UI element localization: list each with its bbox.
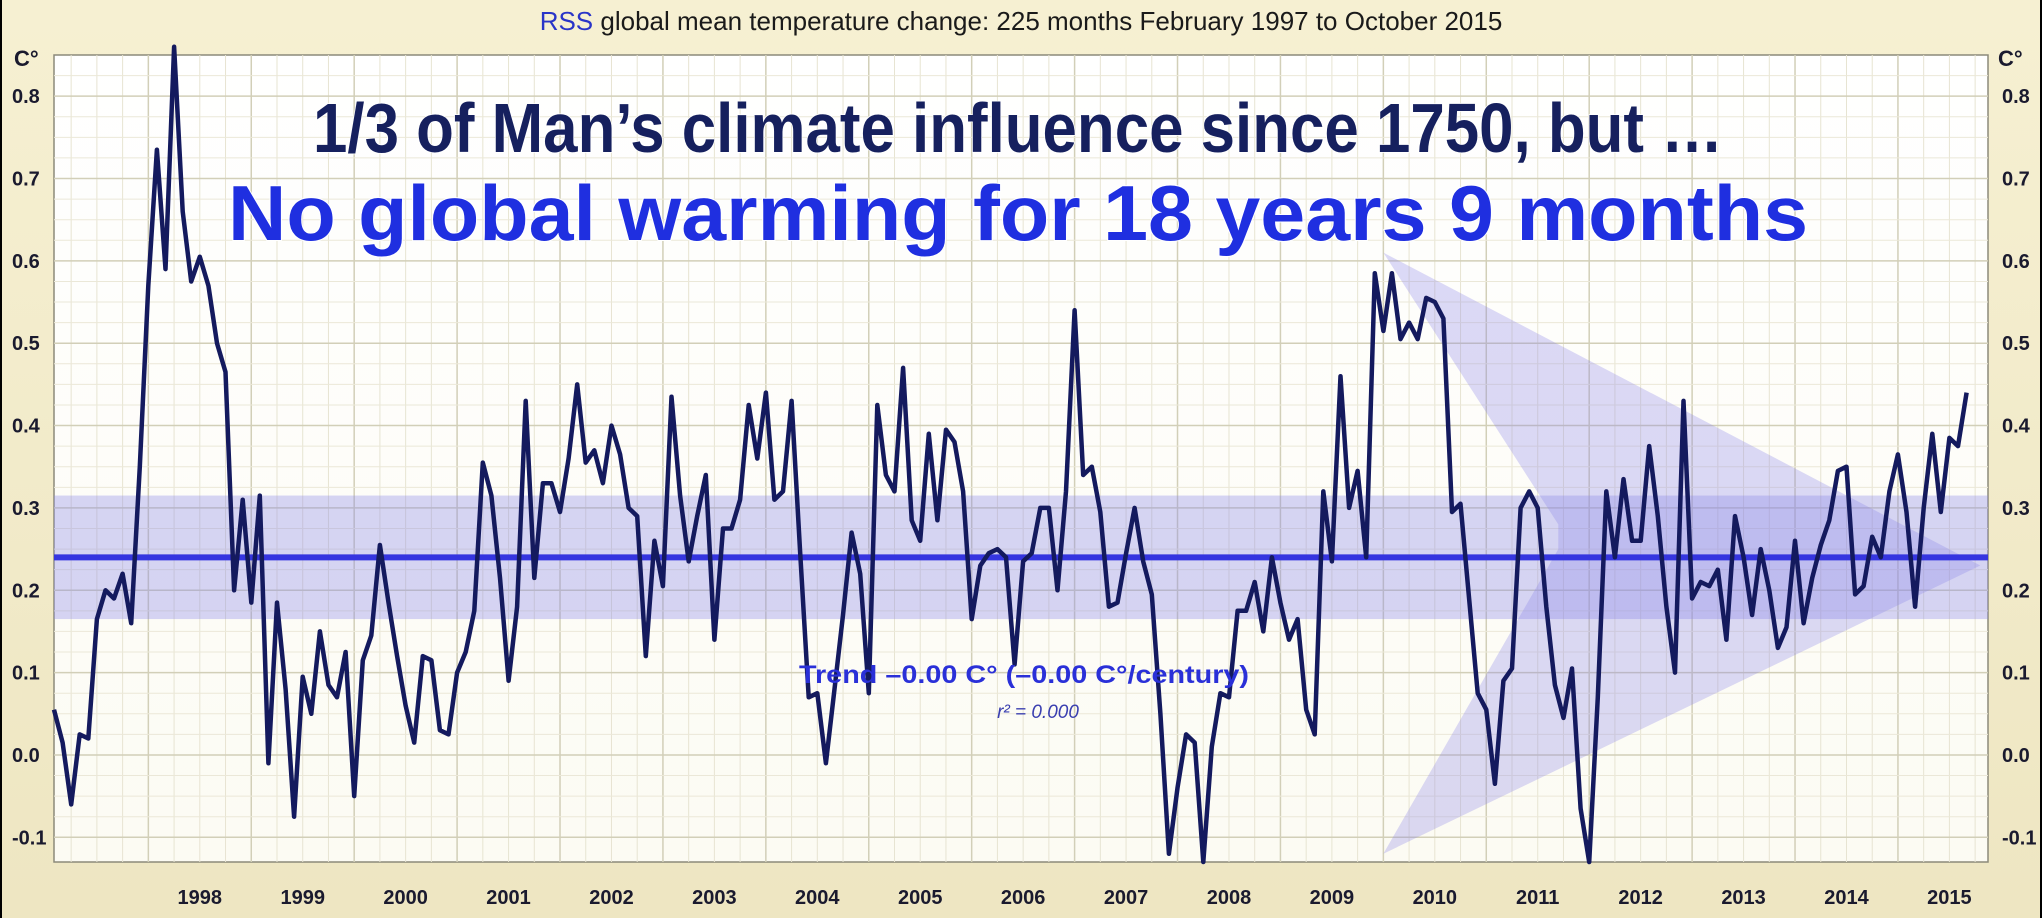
chart-title-source: RSS [539,6,594,36]
y-tick-label: -0.1 [2002,827,2036,849]
y-tick-label: -0.1 [12,827,46,849]
x-tick-label: 2010 [1413,887,1458,909]
y-tick-label: 0.3 [12,498,40,520]
x-tick-label: 2002 [589,887,634,909]
y-axis-left: -0.1 0.0 0.1 0.2 0.3 0.4 0.5 0.6 0.7 0.8 [12,86,46,849]
trend-label: Trend –0.00 C° (–0.00 C°/century) [799,661,1249,689]
y-tick-label: 0.4 [2002,416,2031,438]
x-tick-label: 2008 [1207,887,1252,909]
x-tick-label: 2001 [486,887,531,909]
y-tick-label: 0.6 [12,251,40,273]
y-tick-label: 0.7 [2002,169,2030,191]
trend-r2: r² = 0.000 [997,702,1079,723]
x-tick-label: 1998 [178,887,223,909]
grid [54,55,1988,862]
x-tick-label: 2015 [1927,887,1972,909]
x-tick-label: 2003 [692,887,737,909]
y-tick-label: 0.8 [12,86,40,108]
y-tick-label: 0.0 [12,745,40,767]
y-unit-left: C° [14,46,39,71]
y-tick-label: 0.7 [12,169,40,191]
x-tick-label: 2004 [795,887,840,909]
x-tick-label: 2014 [1824,887,1869,909]
chart-title-text: global mean temperature change: 225 mont… [600,6,1503,36]
y-tick-label: 0.5 [12,333,40,355]
y-tick-label: 0.0 [2002,745,2030,767]
y-tick-label: 0.2 [2002,580,2030,602]
x-tick-label: 2012 [1618,887,1663,909]
x-tick-label: 2006 [1001,887,1046,909]
y-unit-right: C° [1998,46,2023,71]
y-tick-label: 0.2 [12,580,40,602]
y-tick-label: 0.3 [2002,498,2030,520]
x-tick-label: 2009 [1310,887,1355,909]
arrow-wedge-shape [1383,252,1981,854]
x-tick-label: 2011 [1516,887,1559,909]
x-tick-label: 2000 [383,887,428,909]
y-tick-label: 0.5 [2002,333,2030,355]
chart-title: RSS global mean temperature change: 225 … [2,6,2040,37]
x-tick-label: 2013 [1721,887,1766,909]
y-tick-label: 0.6 [2002,251,2030,273]
series-line [51,44,1969,865]
plot-area [53,54,1989,863]
y-tick-label: 0.1 [2002,663,2030,685]
y-tick-label: 0.1 [12,663,40,685]
headline-2: No global warming for 18 years 9 months [228,169,1808,257]
x-axis: 1998 1999 2000 2001 2002 2003 2004 2005 2006 2007… [178,887,1972,909]
x-tick-label: 2005 [898,887,943,909]
y-axis-right: -0.1 0.0 0.1 0.2 0.3 0.4 0.5 0.6 0.7 0.8 [2002,86,2036,849]
x-tick-label: 2007 [1104,887,1149,909]
y-tick-label: 0.8 [2002,86,2030,108]
x-tick-label: 1999 [280,887,325,909]
y-tick-label: 0.4 [12,416,41,438]
headline-1: 1/3 of Man’s climate influence since 175… [313,89,1723,167]
